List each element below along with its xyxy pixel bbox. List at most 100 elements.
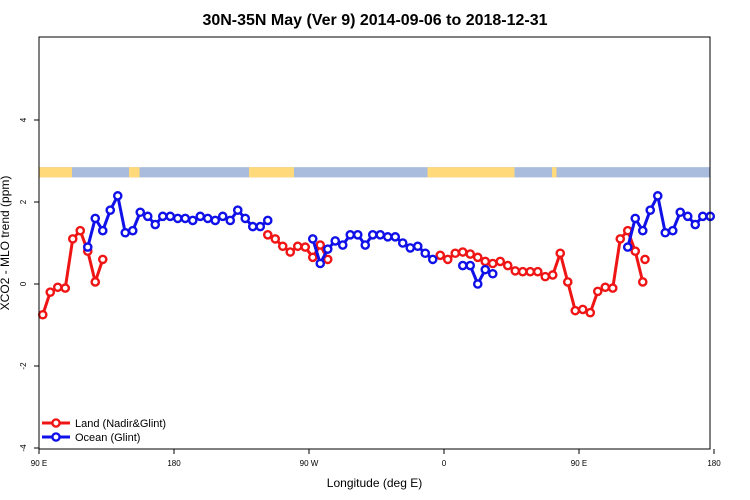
land-data-point bbox=[442, 254, 453, 265]
land-data-point bbox=[562, 277, 573, 287]
land-data-point bbox=[532, 266, 543, 277]
land-data-point bbox=[540, 271, 551, 282]
land-data-point bbox=[307, 252, 318, 263]
land-data-point bbox=[607, 283, 618, 293]
land-series bbox=[37, 225, 650, 320]
land-data-point bbox=[592, 286, 603, 297]
land-data-point bbox=[52, 282, 63, 293]
land-data-point bbox=[300, 242, 311, 252]
ocean-data-point bbox=[367, 229, 378, 240]
ocean-data-point bbox=[637, 225, 648, 236]
ocean-data-point bbox=[90, 213, 101, 224]
ocean-data-point bbox=[142, 211, 153, 222]
ocean-band bbox=[39, 167, 710, 178]
ocean-data-point bbox=[697, 211, 708, 222]
chart-title: 30N-35N May (Ver 9) 2014-09-06 to 2018-1… bbox=[202, 12, 547, 29]
land-data-point bbox=[487, 258, 498, 269]
ocean-data-point bbox=[360, 240, 371, 250]
land-band-segment bbox=[39, 167, 72, 178]
land-data-point bbox=[525, 266, 536, 277]
ocean-data-point bbox=[165, 211, 176, 222]
land-data-point bbox=[315, 240, 326, 250]
x-axis-title: Longitude (deg E) bbox=[327, 476, 422, 490]
land-data-point bbox=[322, 254, 333, 265]
ocean-data-point bbox=[457, 260, 468, 271]
ocean-data-point bbox=[345, 229, 356, 240]
land-data-point bbox=[577, 304, 588, 315]
land-data-point bbox=[277, 241, 288, 252]
ocean-data-point bbox=[232, 205, 243, 215]
ocean-series bbox=[82, 191, 716, 289]
ocean-data-point bbox=[487, 268, 498, 279]
land-data-point bbox=[450, 248, 461, 259]
y-tick-label: -2 bbox=[19, 362, 28, 370]
ocean-data-point bbox=[390, 232, 401, 242]
land-data-point bbox=[637, 277, 648, 287]
land-data-point bbox=[457, 247, 468, 257]
land-ocean-mask-band bbox=[39, 167, 710, 178]
y-tick-label: 2 bbox=[19, 199, 28, 204]
ocean-data-point bbox=[210, 215, 221, 226]
land-data-point bbox=[555, 248, 566, 259]
y-tick-label: 0 bbox=[19, 281, 28, 286]
land-data-point bbox=[45, 287, 56, 298]
land-data-point bbox=[262, 229, 273, 240]
ocean-data-point bbox=[202, 213, 213, 224]
ocean-data-point bbox=[382, 232, 393, 242]
land-data-point bbox=[97, 254, 108, 265]
land-data-point bbox=[480, 256, 491, 267]
land-data-point bbox=[285, 247, 296, 257]
land-data-point bbox=[495, 256, 506, 267]
ocean-data-point bbox=[315, 258, 326, 269]
ocean-data-point bbox=[630, 213, 641, 224]
land-data-point bbox=[90, 277, 101, 287]
land-data-point bbox=[600, 282, 611, 293]
y-tick-label: -4 bbox=[19, 444, 28, 452]
ocean-data-point bbox=[135, 207, 146, 218]
ocean-legend-label: Ocean (Glint) bbox=[75, 432, 140, 444]
ocean-data-point bbox=[682, 211, 693, 222]
x-tick-label: 90 W bbox=[300, 459, 319, 468]
ocean-data-point bbox=[352, 229, 363, 240]
y-axis-title: XCO2 - MLO trend (ppm) bbox=[0, 176, 12, 311]
land-legend-marker bbox=[51, 418, 61, 428]
land-data-point bbox=[630, 246, 641, 256]
ocean-data-point bbox=[262, 215, 273, 226]
ocean-data-point bbox=[82, 242, 93, 252]
ocean-data-point bbox=[150, 219, 161, 230]
ocean-data-point bbox=[157, 211, 168, 222]
ocean-data-point bbox=[180, 213, 191, 224]
ocean-data-point bbox=[480, 264, 491, 275]
land-data-point bbox=[585, 307, 596, 318]
x-tick-label: 90 E bbox=[571, 459, 587, 468]
land-data-point bbox=[615, 234, 626, 244]
land-data-point bbox=[75, 225, 86, 236]
ocean-data-point bbox=[322, 244, 333, 254]
ocean-data-point bbox=[667, 225, 678, 236]
ocean-data-point bbox=[420, 248, 431, 259]
ocean-data-point bbox=[330, 236, 341, 246]
y-axis: -4 -2 0 2 4 bbox=[19, 117, 39, 452]
series-layer bbox=[37, 191, 716, 320]
ocean-data-point bbox=[225, 215, 236, 226]
ocean-data-point bbox=[405, 243, 416, 253]
land-legend-label: Land (Nadir&Glint) bbox=[75, 418, 166, 430]
plot-frame bbox=[38, 36, 711, 450]
ocean-data-point bbox=[622, 242, 633, 252]
ocean-data-point bbox=[465, 260, 476, 271]
land-data-point bbox=[472, 252, 483, 263]
ocean-data-point bbox=[645, 205, 656, 215]
land-data-point bbox=[435, 250, 446, 261]
ocean-data-point bbox=[187, 215, 198, 226]
x-tick-label: 0 bbox=[442, 459, 447, 468]
ocean-data-point bbox=[97, 225, 108, 236]
land-data-point bbox=[67, 234, 78, 244]
ocean-data-point bbox=[412, 241, 423, 252]
ocean-data-point bbox=[240, 213, 251, 224]
ocean-data-point bbox=[112, 191, 123, 201]
land-data-point bbox=[37, 309, 48, 320]
legend: Land (Nadir&Glint) Ocean (Glint) bbox=[42, 418, 166, 444]
ocean-data-point bbox=[172, 213, 183, 224]
ocean-data-point bbox=[375, 229, 386, 240]
